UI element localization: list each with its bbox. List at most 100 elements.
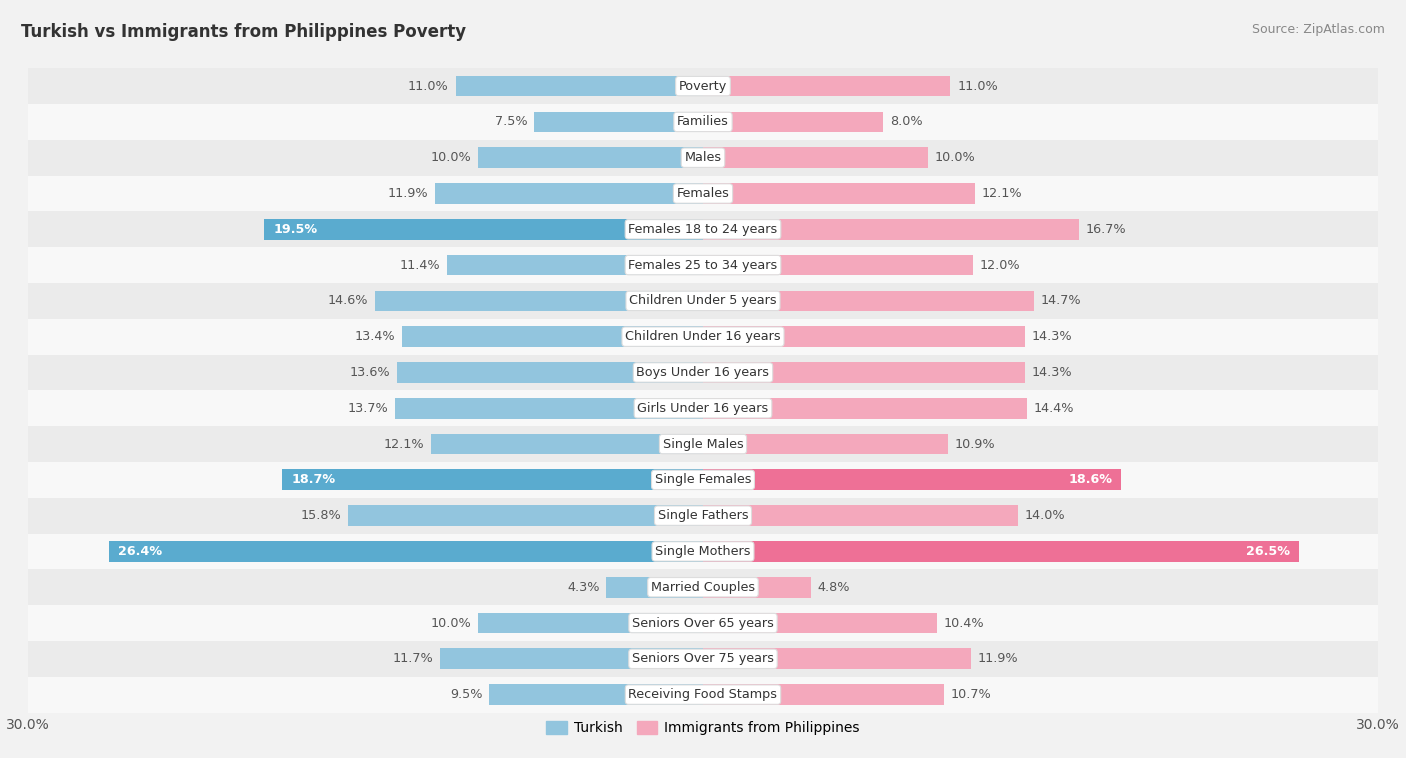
Text: 26.4%: 26.4% bbox=[118, 545, 162, 558]
Bar bbox=[703, 255, 973, 275]
Text: 10.9%: 10.9% bbox=[955, 437, 995, 450]
Text: Source: ZipAtlas.com: Source: ZipAtlas.com bbox=[1251, 23, 1385, 36]
Text: 10.0%: 10.0% bbox=[430, 616, 471, 630]
Bar bbox=[110, 541, 703, 562]
Text: Girls Under 16 years: Girls Under 16 years bbox=[637, 402, 769, 415]
Text: Seniors Over 65 years: Seniors Over 65 years bbox=[633, 616, 773, 630]
Text: Single Males: Single Males bbox=[662, 437, 744, 450]
Text: 11.7%: 11.7% bbox=[392, 653, 433, 666]
Bar bbox=[402, 326, 703, 347]
Bar bbox=[28, 462, 1378, 498]
Text: 14.6%: 14.6% bbox=[328, 294, 368, 308]
Text: 18.7%: 18.7% bbox=[291, 473, 336, 487]
Bar bbox=[703, 398, 1026, 418]
Text: Married Couples: Married Couples bbox=[651, 581, 755, 594]
Bar bbox=[703, 290, 1033, 312]
Bar bbox=[534, 111, 703, 133]
Text: 14.7%: 14.7% bbox=[1040, 294, 1081, 308]
Text: Families: Families bbox=[678, 115, 728, 128]
Text: 19.5%: 19.5% bbox=[273, 223, 318, 236]
Bar bbox=[489, 684, 703, 705]
Bar bbox=[703, 469, 1122, 490]
Text: Females: Females bbox=[676, 187, 730, 200]
Text: 26.5%: 26.5% bbox=[1246, 545, 1291, 558]
Text: 14.3%: 14.3% bbox=[1032, 366, 1071, 379]
Bar bbox=[374, 290, 703, 312]
Text: 18.6%: 18.6% bbox=[1069, 473, 1112, 487]
Bar bbox=[606, 577, 703, 597]
Text: 10.4%: 10.4% bbox=[943, 616, 984, 630]
Text: 14.3%: 14.3% bbox=[1032, 330, 1071, 343]
Bar bbox=[283, 469, 703, 490]
Bar bbox=[28, 139, 1378, 176]
Text: 8.0%: 8.0% bbox=[890, 115, 922, 128]
Text: Single Mothers: Single Mothers bbox=[655, 545, 751, 558]
Bar bbox=[347, 506, 703, 526]
Text: 4.8%: 4.8% bbox=[818, 581, 851, 594]
Text: Females 18 to 24 years: Females 18 to 24 years bbox=[628, 223, 778, 236]
Text: Males: Males bbox=[685, 151, 721, 164]
Text: 11.9%: 11.9% bbox=[977, 653, 1018, 666]
Text: 9.5%: 9.5% bbox=[450, 688, 482, 701]
Text: 13.6%: 13.6% bbox=[350, 366, 391, 379]
Text: Children Under 16 years: Children Under 16 years bbox=[626, 330, 780, 343]
Bar bbox=[28, 534, 1378, 569]
Text: 10.0%: 10.0% bbox=[430, 151, 471, 164]
Legend: Turkish, Immigrants from Philippines: Turkish, Immigrants from Philippines bbox=[540, 716, 866, 741]
Bar bbox=[28, 283, 1378, 319]
Bar bbox=[703, 577, 811, 597]
Text: 16.7%: 16.7% bbox=[1085, 223, 1126, 236]
Bar bbox=[703, 147, 928, 168]
Bar bbox=[430, 434, 703, 455]
Text: Single Fathers: Single Fathers bbox=[658, 509, 748, 522]
Bar bbox=[28, 569, 1378, 605]
Bar bbox=[28, 104, 1378, 139]
Bar bbox=[440, 648, 703, 669]
Bar bbox=[28, 247, 1378, 283]
Text: 15.8%: 15.8% bbox=[299, 509, 340, 522]
Bar bbox=[28, 605, 1378, 641]
Bar bbox=[703, 111, 883, 133]
Text: 11.0%: 11.0% bbox=[408, 80, 449, 92]
Text: 12.0%: 12.0% bbox=[980, 258, 1021, 271]
Bar bbox=[28, 355, 1378, 390]
Bar bbox=[264, 219, 703, 240]
Text: Females 25 to 34 years: Females 25 to 34 years bbox=[628, 258, 778, 271]
Text: Boys Under 16 years: Boys Under 16 years bbox=[637, 366, 769, 379]
Text: Receiving Food Stamps: Receiving Food Stamps bbox=[628, 688, 778, 701]
Text: 14.0%: 14.0% bbox=[1025, 509, 1066, 522]
Bar bbox=[28, 176, 1378, 211]
Bar bbox=[703, 326, 1025, 347]
Text: 11.4%: 11.4% bbox=[399, 258, 440, 271]
Bar bbox=[703, 648, 970, 669]
Text: 4.3%: 4.3% bbox=[567, 581, 599, 594]
Text: 11.9%: 11.9% bbox=[388, 187, 429, 200]
Bar bbox=[395, 398, 703, 418]
Text: Single Females: Single Females bbox=[655, 473, 751, 487]
Text: Turkish vs Immigrants from Philippines Poverty: Turkish vs Immigrants from Philippines P… bbox=[21, 23, 467, 41]
Bar bbox=[28, 498, 1378, 534]
Bar bbox=[28, 68, 1378, 104]
Bar bbox=[703, 506, 1018, 526]
Bar bbox=[28, 426, 1378, 462]
Bar bbox=[28, 641, 1378, 677]
Bar bbox=[447, 255, 703, 275]
Text: 7.5%: 7.5% bbox=[495, 115, 527, 128]
Bar bbox=[478, 147, 703, 168]
Bar bbox=[703, 76, 950, 96]
Text: 10.0%: 10.0% bbox=[935, 151, 976, 164]
Bar bbox=[703, 219, 1078, 240]
Bar bbox=[703, 362, 1025, 383]
Text: 12.1%: 12.1% bbox=[384, 437, 425, 450]
Bar bbox=[478, 612, 703, 634]
Bar bbox=[703, 541, 1299, 562]
Bar bbox=[396, 362, 703, 383]
Bar bbox=[28, 677, 1378, 713]
Text: 10.7%: 10.7% bbox=[950, 688, 991, 701]
Bar bbox=[456, 76, 703, 96]
Text: Children Under 5 years: Children Under 5 years bbox=[630, 294, 776, 308]
Bar bbox=[436, 183, 703, 204]
Text: 14.4%: 14.4% bbox=[1033, 402, 1074, 415]
Bar bbox=[28, 390, 1378, 426]
Text: Seniors Over 75 years: Seniors Over 75 years bbox=[633, 653, 773, 666]
